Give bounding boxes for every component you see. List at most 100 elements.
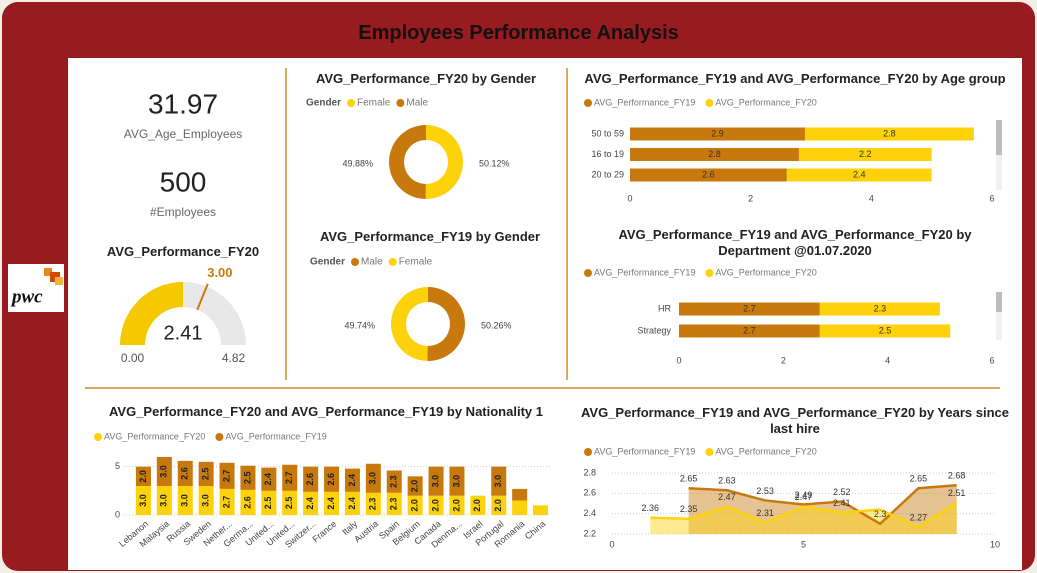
bar: [324, 491, 340, 515]
bar: [261, 490, 277, 515]
bar: [428, 466, 444, 496]
legend-marker: [705, 269, 714, 277]
legend-label: Male: [361, 257, 383, 268]
bar: [156, 457, 172, 486]
x-tick-label: 5: [801, 539, 806, 549]
x-tick-label: 4: [885, 355, 890, 365]
bar: [261, 467, 277, 491]
data-label: 2.4: [305, 497, 315, 510]
data-label: 2.47: [718, 492, 736, 502]
data-label: 2.7: [221, 470, 231, 483]
data-label: 2.9: [711, 128, 724, 138]
bar: [491, 495, 507, 515]
bar: [365, 492, 381, 515]
legend-marker: [94, 433, 102, 441]
bar: [177, 460, 193, 486]
card-label: AVG_Age_Employees: [124, 127, 243, 141]
page-title: Employees Performance Analysis: [358, 22, 679, 44]
legend-marker: [347, 99, 356, 107]
chart-title: AVG_Performance_FY19 and AVG_Performance…: [584, 71, 1006, 86]
x-tick-label: 2: [781, 355, 786, 365]
legend-marker: [584, 448, 592, 456]
data-label: 3.0: [368, 472, 378, 485]
data-label: 2.6: [305, 473, 315, 486]
legend-title: Gender: [306, 98, 341, 109]
legend-label: Male: [406, 98, 428, 109]
chart-title: AVG_Performance_FY19 by Gender: [319, 229, 541, 244]
bar: [470, 495, 486, 515]
data-label: 2.41: [833, 498, 851, 508]
chart-title: AVG_Performance_FY19 and AVG_Performance…: [618, 227, 972, 258]
y-tick-label: 20 to 29: [591, 169, 624, 179]
data-label: 2.0: [493, 499, 503, 512]
data-label: 2.7: [284, 472, 294, 485]
x-tick-label: 0: [627, 193, 632, 203]
x-tick-label: 10: [990, 539, 1000, 549]
bar: [135, 466, 151, 486]
bar: [798, 148, 932, 161]
data-label: 2.8: [708, 149, 721, 159]
legend-title: Gender: [310, 257, 345, 268]
data-label: 50.12%: [479, 158, 510, 168]
legend-marker: [388, 258, 397, 266]
data-label: 2.4: [853, 169, 866, 179]
data-label: 3.0: [159, 494, 169, 507]
scrollbar[interactable]: [996, 292, 1002, 340]
y-tick-label: 5: [115, 461, 120, 471]
bar: [786, 168, 932, 182]
legend-marker: [351, 258, 360, 266]
data-label: 2.3: [368, 498, 378, 511]
x-tick-label: 0: [609, 539, 614, 549]
data-label: 3.0: [430, 475, 440, 488]
bar: [512, 488, 528, 501]
data-label: 2.31: [756, 508, 774, 518]
data-label: 2.4: [347, 474, 357, 487]
y-tick-label: 2.4: [583, 508, 596, 518]
bar: [240, 465, 256, 490]
data-label: 2.7: [743, 303, 756, 313]
data-label: 3.0: [159, 465, 169, 478]
bar: [512, 500, 528, 515]
card-value: 500: [160, 166, 207, 197]
bar: [365, 463, 381, 493]
x-tick-label: 0: [676, 355, 681, 365]
scrollbar-thumb[interactable]: [996, 292, 1002, 312]
data-label: 2.6: [702, 169, 715, 179]
line: [650, 501, 958, 529]
bar: [324, 466, 340, 492]
legend-marker: [584, 99, 592, 107]
legend-marker: [215, 433, 224, 441]
logo-square: [55, 277, 63, 285]
bar: [219, 488, 235, 515]
data-label: 2.8: [883, 128, 896, 138]
bar: [282, 490, 298, 515]
data-label: 49.74%: [344, 320, 375, 330]
y-tick-label: 16 to 19: [591, 149, 624, 159]
data-label: 2.3: [874, 509, 887, 519]
gauge-target: [196, 283, 209, 311]
data-label: 2.5: [284, 497, 294, 510]
legend-label: AVG_Performance_FY20: [104, 431, 205, 441]
data-label: 2.4: [326, 497, 336, 510]
data-label: 3.0: [180, 494, 190, 507]
bar: [386, 492, 402, 515]
data-label: 2.7: [743, 325, 756, 335]
bar: [344, 468, 360, 492]
data-label: 2.5: [201, 468, 211, 481]
y-tick-label: 2.8: [583, 467, 596, 477]
bar: [407, 495, 423, 515]
data-label: 3.0: [201, 494, 211, 507]
data-label: 2.53: [756, 486, 774, 496]
scrollbar-thumb[interactable]: [996, 120, 1002, 155]
data-label: 2.47: [795, 492, 813, 502]
y-tick-label: 2.6: [583, 488, 596, 498]
data-label: 2.49: [795, 490, 813, 500]
x-tick-label: 2: [748, 193, 753, 203]
data-label: 2.2: [859, 149, 872, 159]
legend-label: AVG_Performance_FY19: [594, 267, 695, 277]
bar: [219, 462, 235, 489]
bar: [819, 324, 951, 338]
gauge-value: [120, 282, 183, 345]
bar: [240, 489, 256, 515]
